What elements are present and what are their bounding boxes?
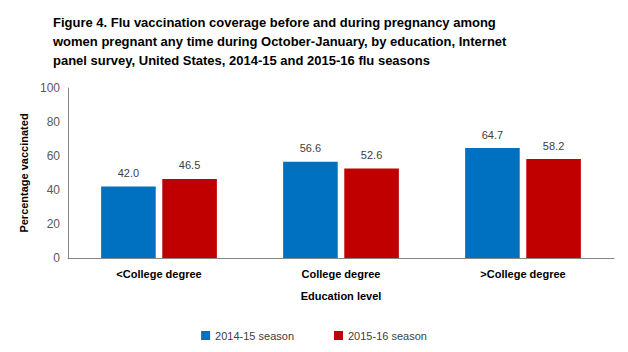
svg-text:0: 0: [53, 251, 60, 265]
svg-text:46.5: 46.5: [179, 159, 200, 171]
svg-text:2014-15 season: 2014-15 season: [215, 330, 294, 342]
svg-text:>College degree: >College degree: [480, 268, 565, 280]
svg-text:52.6: 52.6: [361, 149, 382, 161]
svg-text:2015-16 season: 2015-16 season: [348, 330, 427, 342]
svg-text:100: 100: [40, 81, 60, 95]
svg-text:<College degree: <College degree: [116, 268, 201, 280]
svg-text:20: 20: [47, 217, 61, 231]
svg-text:women pregnant any time during: women pregnant any time during October-J…: [52, 34, 507, 49]
svg-text:80: 80: [47, 115, 61, 129]
svg-text:42.0: 42.0: [118, 167, 139, 179]
svg-text:College degree: College degree: [302, 268, 381, 280]
svg-text:64.7: 64.7: [482, 129, 503, 141]
svg-text:Percentage vaccinated: Percentage vaccinated: [18, 113, 30, 232]
svg-text:58.2: 58.2: [543, 140, 564, 152]
svg-text:56.6: 56.6: [300, 142, 321, 154]
svg-text:Education level: Education level: [301, 290, 382, 302]
svg-text:Figure 4. Flu vaccination cove: Figure 4. Flu vaccination coverage befor…: [53, 15, 496, 30]
svg-text:60: 60: [47, 149, 61, 163]
svg-text:40: 40: [47, 183, 61, 197]
svg-text:panel survey, United States, 2: panel survey, United States, 2014-15 and…: [53, 53, 430, 68]
